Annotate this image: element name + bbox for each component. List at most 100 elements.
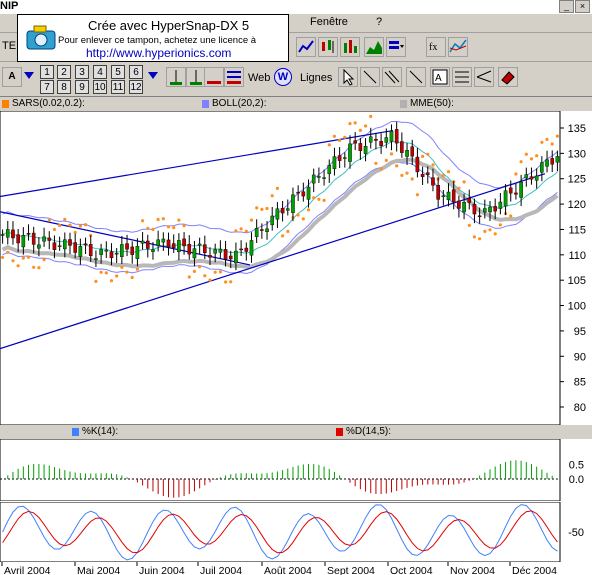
candle-body [171,243,176,249]
font-button[interactable]: A [2,67,22,87]
sar-dot [203,274,207,278]
parallel-lines-icon[interactable] [382,67,402,87]
watermark-link[interactable]: http://www.hyperionics.com [86,46,232,60]
candle-body [244,247,249,252]
diagonal-line2-icon[interactable] [406,67,426,87]
number-button-8[interactable]: 8 [57,80,71,94]
menu-fenetre[interactable]: Fenêtre [310,16,348,28]
horizontal-lines-icon[interactable] [452,67,472,87]
candle-body [384,137,389,143]
macd-histogram-chart[interactable]: 0.50.0 [0,439,592,501]
candle-body [405,150,409,157]
sar-dot [472,235,476,239]
line-color-icon[interactable] [186,67,206,87]
number-button-10[interactable]: 10 [93,80,107,94]
candle-body [26,233,31,235]
sar-dot [509,214,513,218]
candle-body [249,240,254,256]
candle-body [498,201,503,209]
number-button-11[interactable]: 11 [111,80,125,94]
sar-dot [37,266,41,270]
number-button-2[interactable]: 2 [57,65,71,79]
close-icon[interactable]: × [575,0,590,13]
candle-body [120,244,124,257]
sar-dot [389,152,394,156]
number-button-12[interactable]: 12 [129,80,143,94]
number-button-5[interactable]: 5 [111,65,125,79]
candlestick-icon[interactable] [318,37,338,57]
macd-plot-area [0,439,561,501]
sar-dot [431,163,435,167]
price-axis-label: 125 [568,174,586,186]
sar-dot [400,173,404,177]
area-chart-icon[interactable] [364,37,384,57]
candle-body [47,237,52,241]
candle-body [11,229,15,239]
candle-body [529,176,534,180]
sar-dot [348,122,352,126]
minimize-icon[interactable]: _ [559,0,574,13]
sar-dot [156,217,160,222]
formula-icon[interactable]: fx [426,37,446,57]
sar-dot [296,213,300,217]
pointer-icon[interactable] [338,67,358,87]
number-button-7[interactable]: 7 [40,80,54,94]
candle-body [161,238,166,243]
sar-dot [239,227,243,231]
cursor-color-icon[interactable] [166,67,186,87]
svg-text:fx: fx [429,42,437,53]
style-dropdown-icon[interactable] [386,37,406,57]
candle-body [228,255,233,260]
sar-dot [286,229,290,233]
menu-help[interactable]: ? [376,16,383,28]
candle-body [291,194,295,213]
diagonal-line-icon[interactable] [360,67,380,87]
price-axis-label: 115 [568,224,586,236]
number-button-3[interactable]: 3 [75,65,89,79]
sar-dot [172,226,176,230]
candle-body [16,234,20,244]
font-dropdown-icon[interactable] [24,72,34,79]
number-button-1[interactable]: 1 [40,65,54,79]
sar-dot [187,275,191,279]
candle-body [524,174,529,179]
bar-chart-icon[interactable] [340,37,360,57]
candle-body [374,139,378,141]
number-button-4[interactable]: 4 [93,65,107,79]
sar-dot [78,224,82,228]
candle-body [125,243,129,250]
sar-dot [249,218,254,222]
oscillator-legend: %K(14): %D(14,5): [0,425,592,439]
price-plot-area [0,111,561,426]
sar-dot [332,134,336,138]
sar-dot [446,170,451,174]
price-chart[interactable]: 135 130 125 120 115 110 105 100 95 90 85 80 [0,111,592,441]
text-note-icon[interactable]: A [430,67,450,87]
sar-dot [198,265,202,269]
sar-dot [16,264,20,268]
candle-body [260,229,264,231]
sar-dot [182,224,186,228]
eraser-icon[interactable] [498,67,518,87]
candle-body [550,158,555,165]
red-line-icon[interactable] [204,67,224,87]
candle-body [73,242,77,253]
sar-dot [0,255,5,259]
web-globe-icon[interactable]: W [274,68,292,86]
candle-body [296,191,300,194]
number-dropdown-icon[interactable] [148,72,158,79]
sar-dot [529,157,534,161]
sar-dot [63,217,67,221]
stochastic-chart[interactable]: -50 [0,502,592,562]
sar-dot [270,194,274,198]
indicator-icon[interactable] [448,37,468,57]
sar-dot [519,160,523,164]
line-chart-icon[interactable] [296,37,316,57]
number-button-9[interactable]: 9 [75,80,89,94]
number-button-6[interactable]: 6 [129,65,143,79]
sar-dot [395,164,399,168]
sar-dot [426,152,430,156]
fan-lines-icon[interactable] [474,67,494,87]
line-width-icon[interactable] [224,67,244,87]
candle-body [358,143,363,151]
